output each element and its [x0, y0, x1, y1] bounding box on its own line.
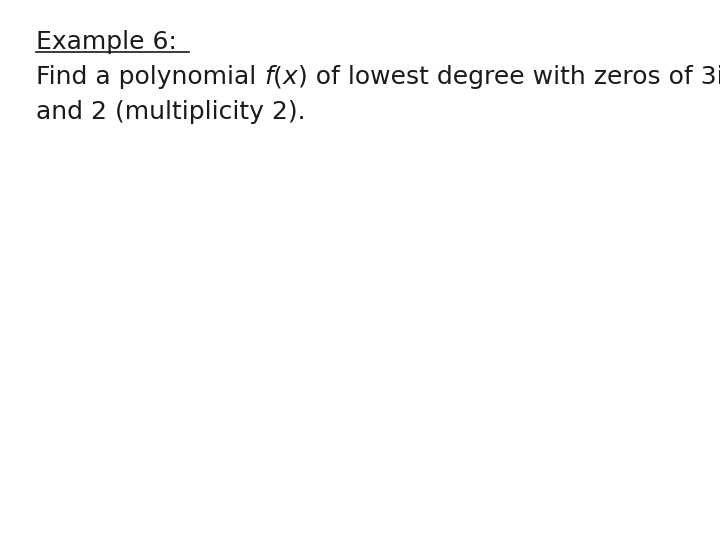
Text: x: x — [283, 65, 297, 89]
Text: ) of lowest degree with zeros of 3i: ) of lowest degree with zeros of 3i — [297, 65, 720, 89]
Text: Example 6:: Example 6: — [36, 30, 177, 54]
Text: (: ( — [273, 65, 283, 89]
Text: and 2 (multiplicity 2).: and 2 (multiplicity 2). — [36, 100, 305, 124]
Text: Find a polynomial: Find a polynomial — [36, 65, 264, 89]
Text: f: f — [264, 65, 273, 89]
